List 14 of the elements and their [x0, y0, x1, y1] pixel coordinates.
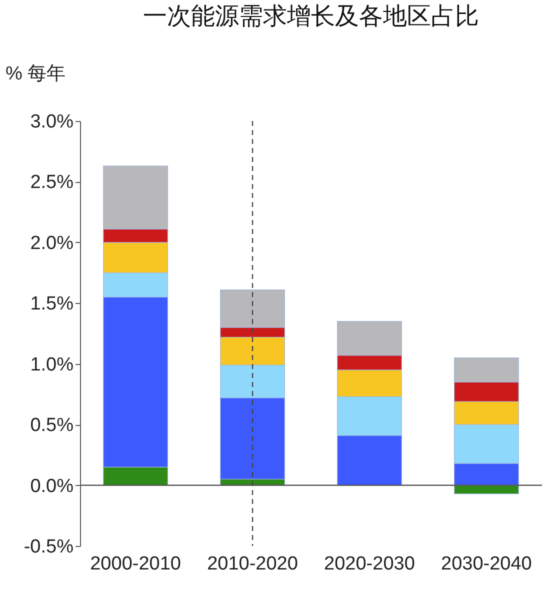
- y-tick-label: 2.5%: [30, 172, 74, 194]
- x-tick-label: 2030-2040: [441, 554, 532, 574]
- chart-title: 一次能源需求增长及各地区占比: [143, 3, 479, 30]
- y-axis-title: % 每年: [6, 64, 66, 84]
- x-tick-label: 2010-2020: [207, 554, 298, 574]
- x-tick-label: 2000-2010: [90, 554, 181, 574]
- y-tick-label: -0.5%: [24, 536, 74, 558]
- y-tick-label: 0.5%: [30, 415, 74, 436]
- y-tick-label: 2.0%: [30, 232, 74, 254]
- y-tick-label: 0.0%: [30, 476, 74, 497]
- y-tick-label: 3.0%: [30, 112, 74, 132]
- y-tick-label: 1.0%: [30, 354, 74, 376]
- y-tick-label: 1.5%: [30, 294, 74, 315]
- x-tick-label: 2020-2030: [324, 554, 415, 574]
